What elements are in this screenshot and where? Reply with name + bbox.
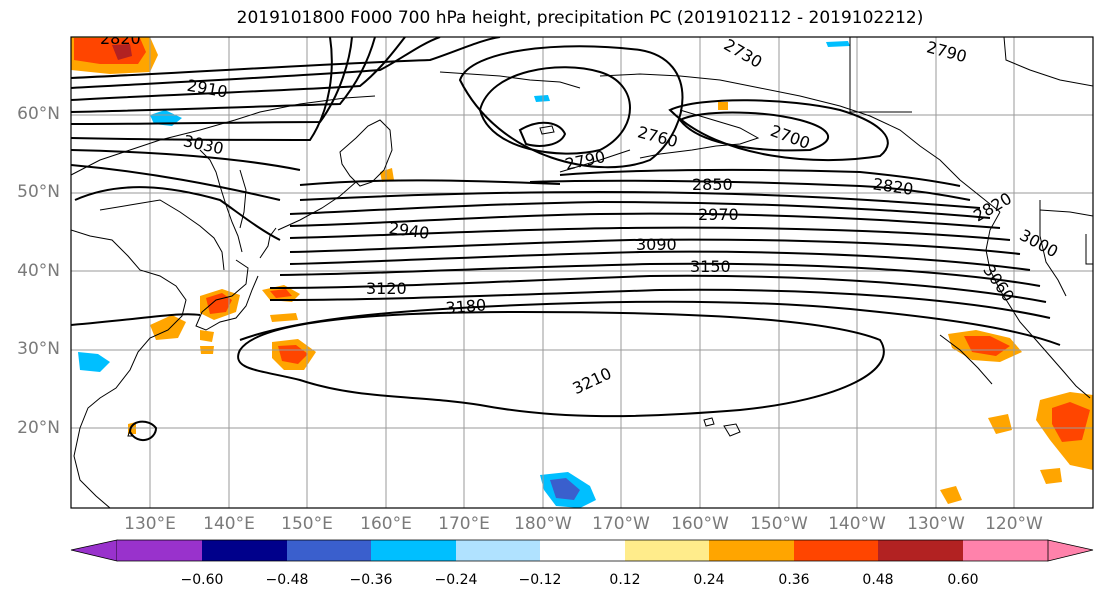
colorbar-tick-label: −0.24 — [434, 572, 478, 588]
contour-label: 2820 — [100, 29, 141, 48]
colorbar-segment — [202, 540, 287, 561]
lat-label-50n: 50°N — [17, 182, 60, 202]
colorbar-tick-label: 0.48 — [862, 572, 894, 588]
colorbar-segment — [117, 540, 202, 561]
colorbar-segment — [287, 540, 371, 561]
coastlines — [71, 37, 1093, 508]
colorbar-tick-label: −0.60 — [180, 572, 224, 588]
contour-label: 3180 — [445, 295, 487, 317]
lon-label-120w: 120°W — [985, 514, 1043, 534]
colorbar-segment — [456, 540, 540, 561]
lon-label-140w: 140°W — [828, 514, 886, 534]
lat-label-20n: 20°N — [17, 418, 60, 438]
colorbar-segment — [540, 540, 625, 561]
contour-label: 2970 — [698, 205, 739, 224]
lat-label-30n: 30°N — [17, 339, 60, 359]
colorbar-segment — [963, 540, 1048, 561]
lon-label-170w: 170°W — [592, 514, 650, 534]
lon-label-150e: 150°E — [281, 514, 333, 534]
lon-label-140e: 140°E — [203, 514, 255, 534]
contour-label: 3090 — [636, 235, 677, 254]
lon-label-180w: 180°W — [514, 514, 572, 534]
colorbar — [70, 539, 1094, 562]
height-contours — [71, 37, 1061, 442]
colorbar-tick-label: 0.12 — [609, 572, 641, 588]
lon-label-130e: 130°E — [124, 514, 176, 534]
colorbar-segment — [709, 540, 794, 561]
lon-label-150w: 150°W — [750, 514, 808, 534]
lon-label-170e: 170°E — [438, 514, 490, 534]
colorbar-segment — [878, 540, 963, 561]
colorbar-tick-label: 0.60 — [947, 572, 979, 588]
colorbar-tick-label: 0.36 — [778, 572, 810, 588]
colorbar-segment — [371, 540, 456, 561]
colorbar-tick-label: 0.24 — [693, 572, 725, 588]
lon-label-160w: 160°W — [671, 514, 729, 534]
colorbar-tick-label: −0.48 — [265, 572, 309, 588]
map-frame — [70, 36, 1094, 509]
lat-label-60n: 60°N — [17, 104, 60, 124]
contour-label: 3120 — [366, 279, 407, 298]
colorbar-tick-label: −0.12 — [518, 572, 562, 588]
contour-label: 3150 — [690, 257, 731, 276]
colorbar-tick-label: −0.36 — [349, 572, 393, 588]
colorbar-segment — [1047, 539, 1094, 562]
lon-label-160e: 160°E — [360, 514, 412, 534]
colorbar-segment — [794, 540, 878, 561]
precipitation-shading — [71, 37, 1093, 508]
colorbar-segment — [625, 540, 709, 561]
contour-label: 2850 — [692, 175, 733, 194]
colorbar-segment — [70, 539, 118, 562]
lon-label-130w: 130°W — [907, 514, 965, 534]
lat-label-40n: 40°N — [17, 261, 60, 281]
contour-labels: 2820 2730 2790 2910 3030 2760 2700 2790 … — [100, 29, 1061, 398]
figure-title: 2019101800 F000 700 hPa height, precipit… — [236, 8, 924, 28]
